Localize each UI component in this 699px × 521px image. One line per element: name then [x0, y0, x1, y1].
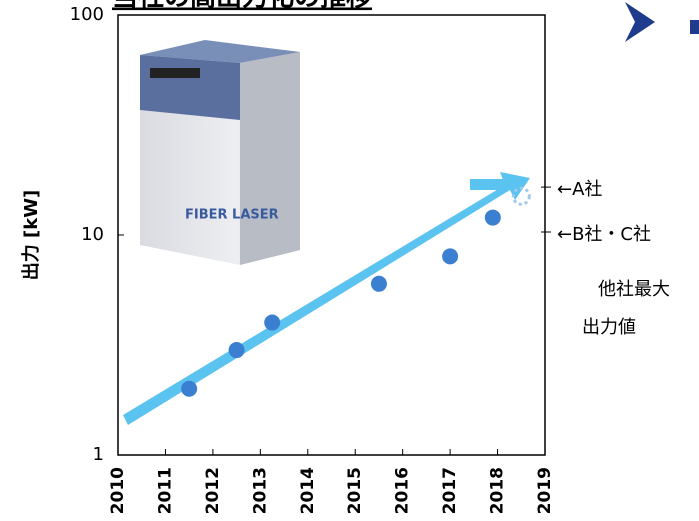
- annotation-label: ←B社・C社: [557, 224, 651, 245]
- x-tick-label: 2019: [535, 467, 555, 514]
- x-tick-label: 2013: [250, 467, 270, 514]
- y-tick-label: 1: [93, 444, 104, 465]
- y-tick-label: 100: [70, 4, 104, 25]
- note: 出力値: [582, 317, 636, 338]
- x-tick-label: 2015: [345, 467, 365, 514]
- trend-bar: [470, 179, 520, 190]
- x-tick-label: 2010: [108, 467, 128, 514]
- x-tick-label: 2016: [393, 467, 413, 514]
- x-tick-label: 2017: [440, 467, 460, 514]
- bullet-arrow: [625, 2, 655, 42]
- cut-text: [690, 20, 699, 34]
- x-tick-label: 2012: [203, 467, 223, 514]
- data-point: [371, 276, 387, 292]
- x-tick-label: 2014: [298, 467, 318, 514]
- note: 他社最大: [598, 279, 670, 300]
- data-point: [442, 248, 458, 264]
- x-tick-label: 2018: [488, 467, 508, 514]
- x-tick-label: 2011: [155, 467, 175, 514]
- data-point: [181, 381, 197, 397]
- y-tick-label: 10: [81, 224, 104, 245]
- product-image: FIBER LASER: [140, 40, 300, 265]
- chart: 当社の高出力化の推移 FIBER LASER 出力 [kW] 他社最大 出力値 …: [0, 0, 699, 521]
- data-point: [264, 315, 280, 331]
- annotation-label: ←A社: [557, 179, 602, 200]
- data-point: [229, 342, 245, 358]
- y-axis-label: 出力 [kW]: [20, 190, 42, 281]
- svg-text:FIBER LASER: FIBER LASER: [185, 208, 279, 223]
- data-point: [485, 210, 501, 226]
- chart-title: 当社の高出力化の推移: [112, 0, 372, 13]
